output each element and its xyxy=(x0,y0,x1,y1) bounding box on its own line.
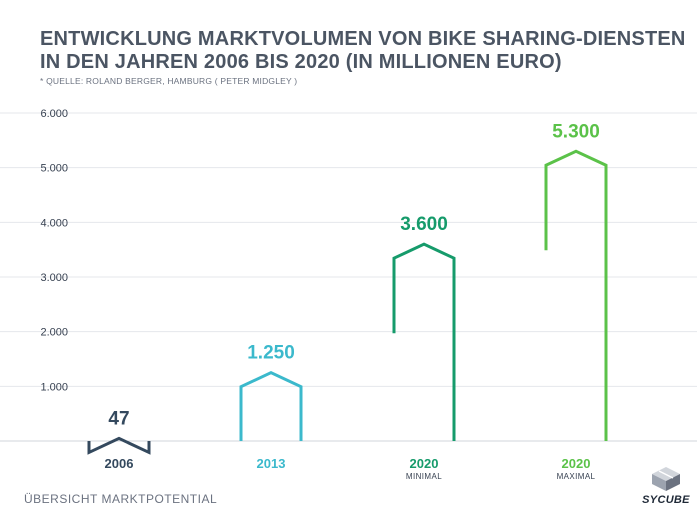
category-label: 2020 xyxy=(410,456,439,471)
bar-0 xyxy=(87,436,151,455)
chart-title: ENTWICKLUNG MARKTVOLUMEN VON BIKE SHARIN… xyxy=(40,28,686,74)
category-label: 2013 xyxy=(257,456,286,471)
y-tick-label: 6.000 xyxy=(40,108,68,120)
cube-logo-icon xyxy=(652,467,680,491)
sycube-logo: SYCUBE xyxy=(640,466,692,512)
title-line-2: IN DEN JAHREN 2006 BIS 2020 (IN MILLIONE… xyxy=(40,51,562,73)
value-label: 1.250 xyxy=(247,343,295,364)
y-tick-label: 3.000 xyxy=(40,272,68,284)
bar-3 xyxy=(544,149,608,441)
y-tick-label: 5.000 xyxy=(40,163,68,175)
logo-text: SYCUBE xyxy=(642,494,690,506)
y-tick-label: 1.000 xyxy=(40,381,68,393)
value-label: 3.600 xyxy=(400,214,448,235)
value-label: 5.300 xyxy=(552,121,600,142)
value-label: 47 xyxy=(108,408,129,429)
category-label: 2006 xyxy=(105,456,134,471)
category-label: 2020 xyxy=(562,456,591,471)
y-tick-label: 4.000 xyxy=(40,217,68,229)
bar-2 xyxy=(392,242,456,441)
y-tick-label: 2.000 xyxy=(40,327,68,339)
category-sublabel: MAXIMAL xyxy=(557,472,596,481)
category-sublabel: MINIMAL xyxy=(406,472,442,481)
footer-label: ÜBERSICHT MARKTPOTENTIAL xyxy=(24,492,218,506)
bar-1 xyxy=(239,371,303,441)
title-line-1: ENTWICKLUNG MARKTVOLUMEN VON BIKE SHARIN… xyxy=(40,28,686,50)
source-note: * QUELLE: ROLAND BERGER, HAMBURG ( PETER… xyxy=(40,76,298,86)
